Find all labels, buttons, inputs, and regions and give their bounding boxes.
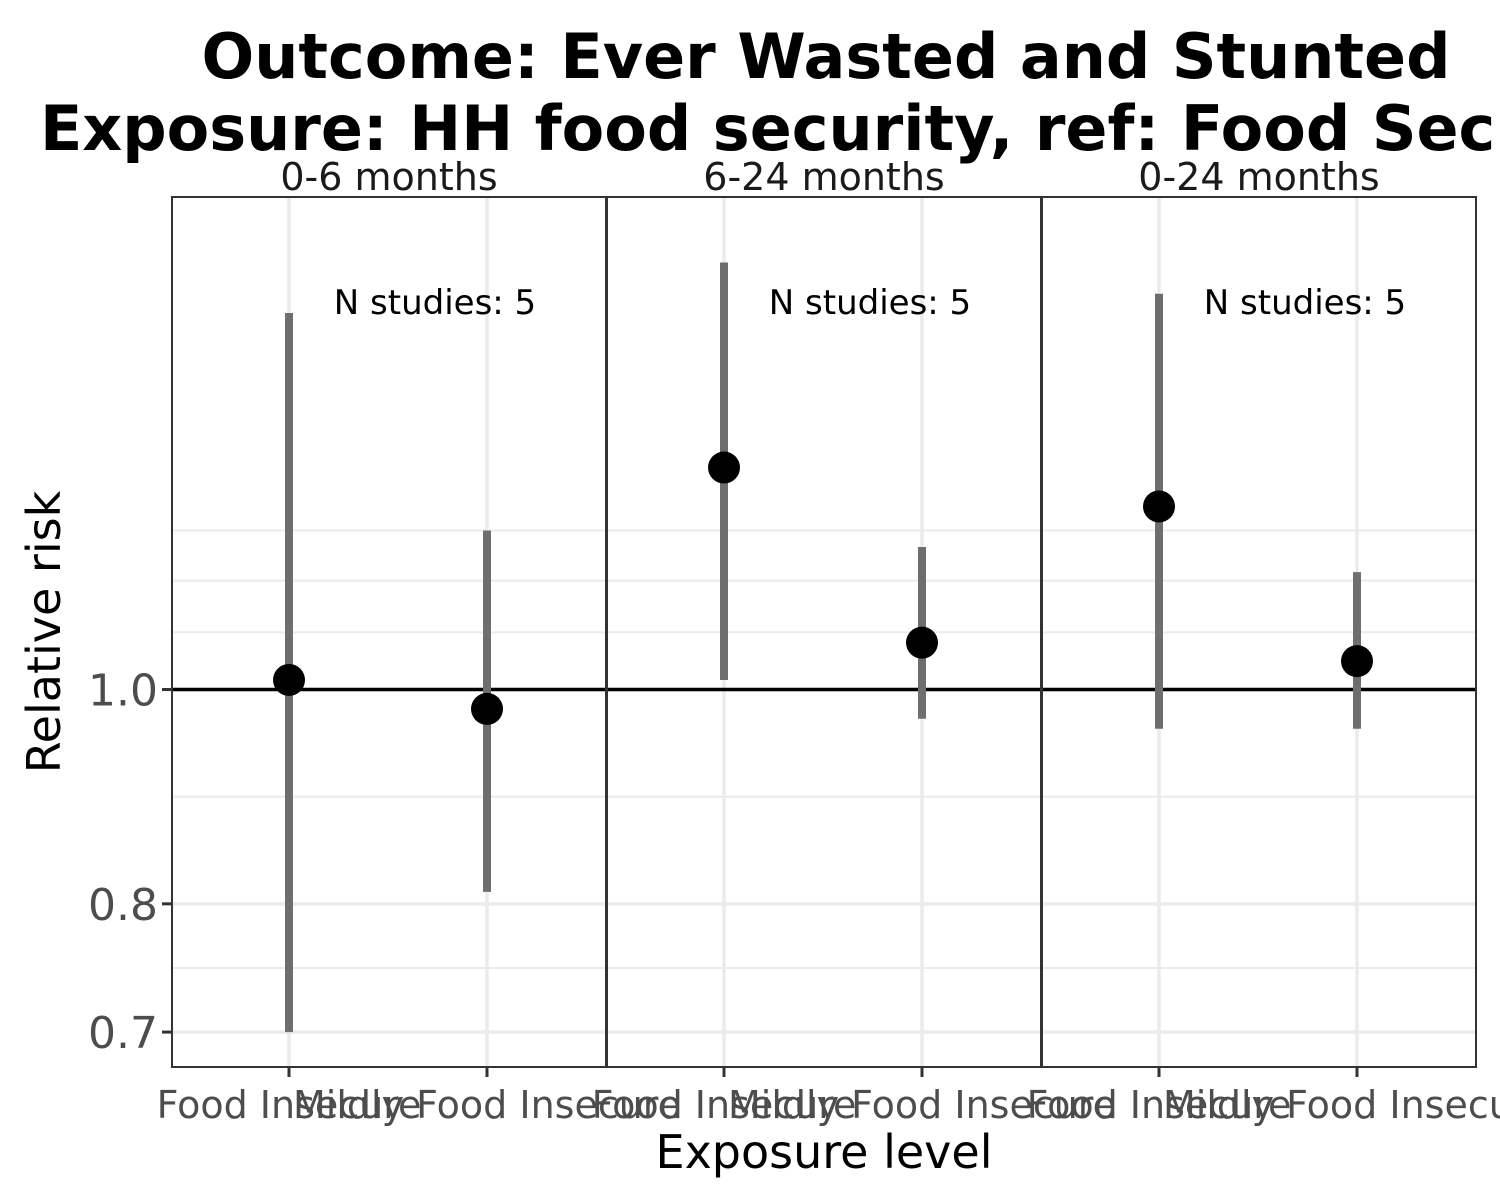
x-tick-label: Mildly Food Insecure: [1163, 1083, 1500, 1127]
point-estimate: [1341, 645, 1373, 678]
x-axis-title: Exposure level: [656, 1125, 993, 1179]
panel-inner: [607, 197, 1041, 1067]
panel-border: [1041, 196, 1477, 1068]
panel-strip-label: 6-24 months: [703, 155, 944, 199]
y-tick-label: 1.0: [88, 666, 158, 717]
n-studies-annotation: N studies: 5: [334, 283, 536, 323]
panel-3: 0-24 months N studies: 5 Food InsecureMild…: [1027, 155, 1500, 1127]
x-tick-label: Mildly Food Insecure: [728, 1083, 1116, 1127]
panel-1: 0-6 months N studies: 5 Food InsecureMildl…: [157, 155, 681, 1127]
y-axis: 0.7 0.8 1.0: [88, 666, 172, 1059]
n-studies-annotation: N studies: 5: [1204, 283, 1406, 323]
point-estimate: [471, 692, 503, 725]
y-tick-label: 0.8: [88, 880, 158, 931]
chart-subtitle: Exposure: HH food security, ref: Food Se…: [40, 92, 1500, 165]
point-estimate: [273, 663, 305, 696]
point-estimate: [906, 626, 938, 659]
panel-2: 6-24 months N studies: 5 Food InsecureMild…: [592, 155, 1116, 1127]
point-estimate: [1143, 490, 1175, 523]
panel-strip-label: 0-6 months: [280, 155, 497, 199]
point-estimate: [708, 451, 740, 484]
x-tick-label: Food Insecure: [1027, 1083, 1292, 1127]
panel-inner: [1042, 197, 1476, 1067]
panel-inner: [172, 197, 606, 1067]
y-tick-label: 0.7: [88, 1008, 158, 1059]
panel-strip-label: 0-24 months: [1138, 155, 1379, 199]
x-tick-label: Food Insecure: [592, 1083, 857, 1127]
x-tick-label: Food Insecure: [157, 1083, 422, 1127]
n-studies-annotation: N studies: 5: [769, 283, 971, 323]
x-tick-label: Mildly Food Insecure: [293, 1083, 681, 1127]
chart-title: Outcome: Ever Wasted and Stunted: [202, 20, 1451, 93]
y-axis-title: Relative risk: [17, 490, 71, 773]
